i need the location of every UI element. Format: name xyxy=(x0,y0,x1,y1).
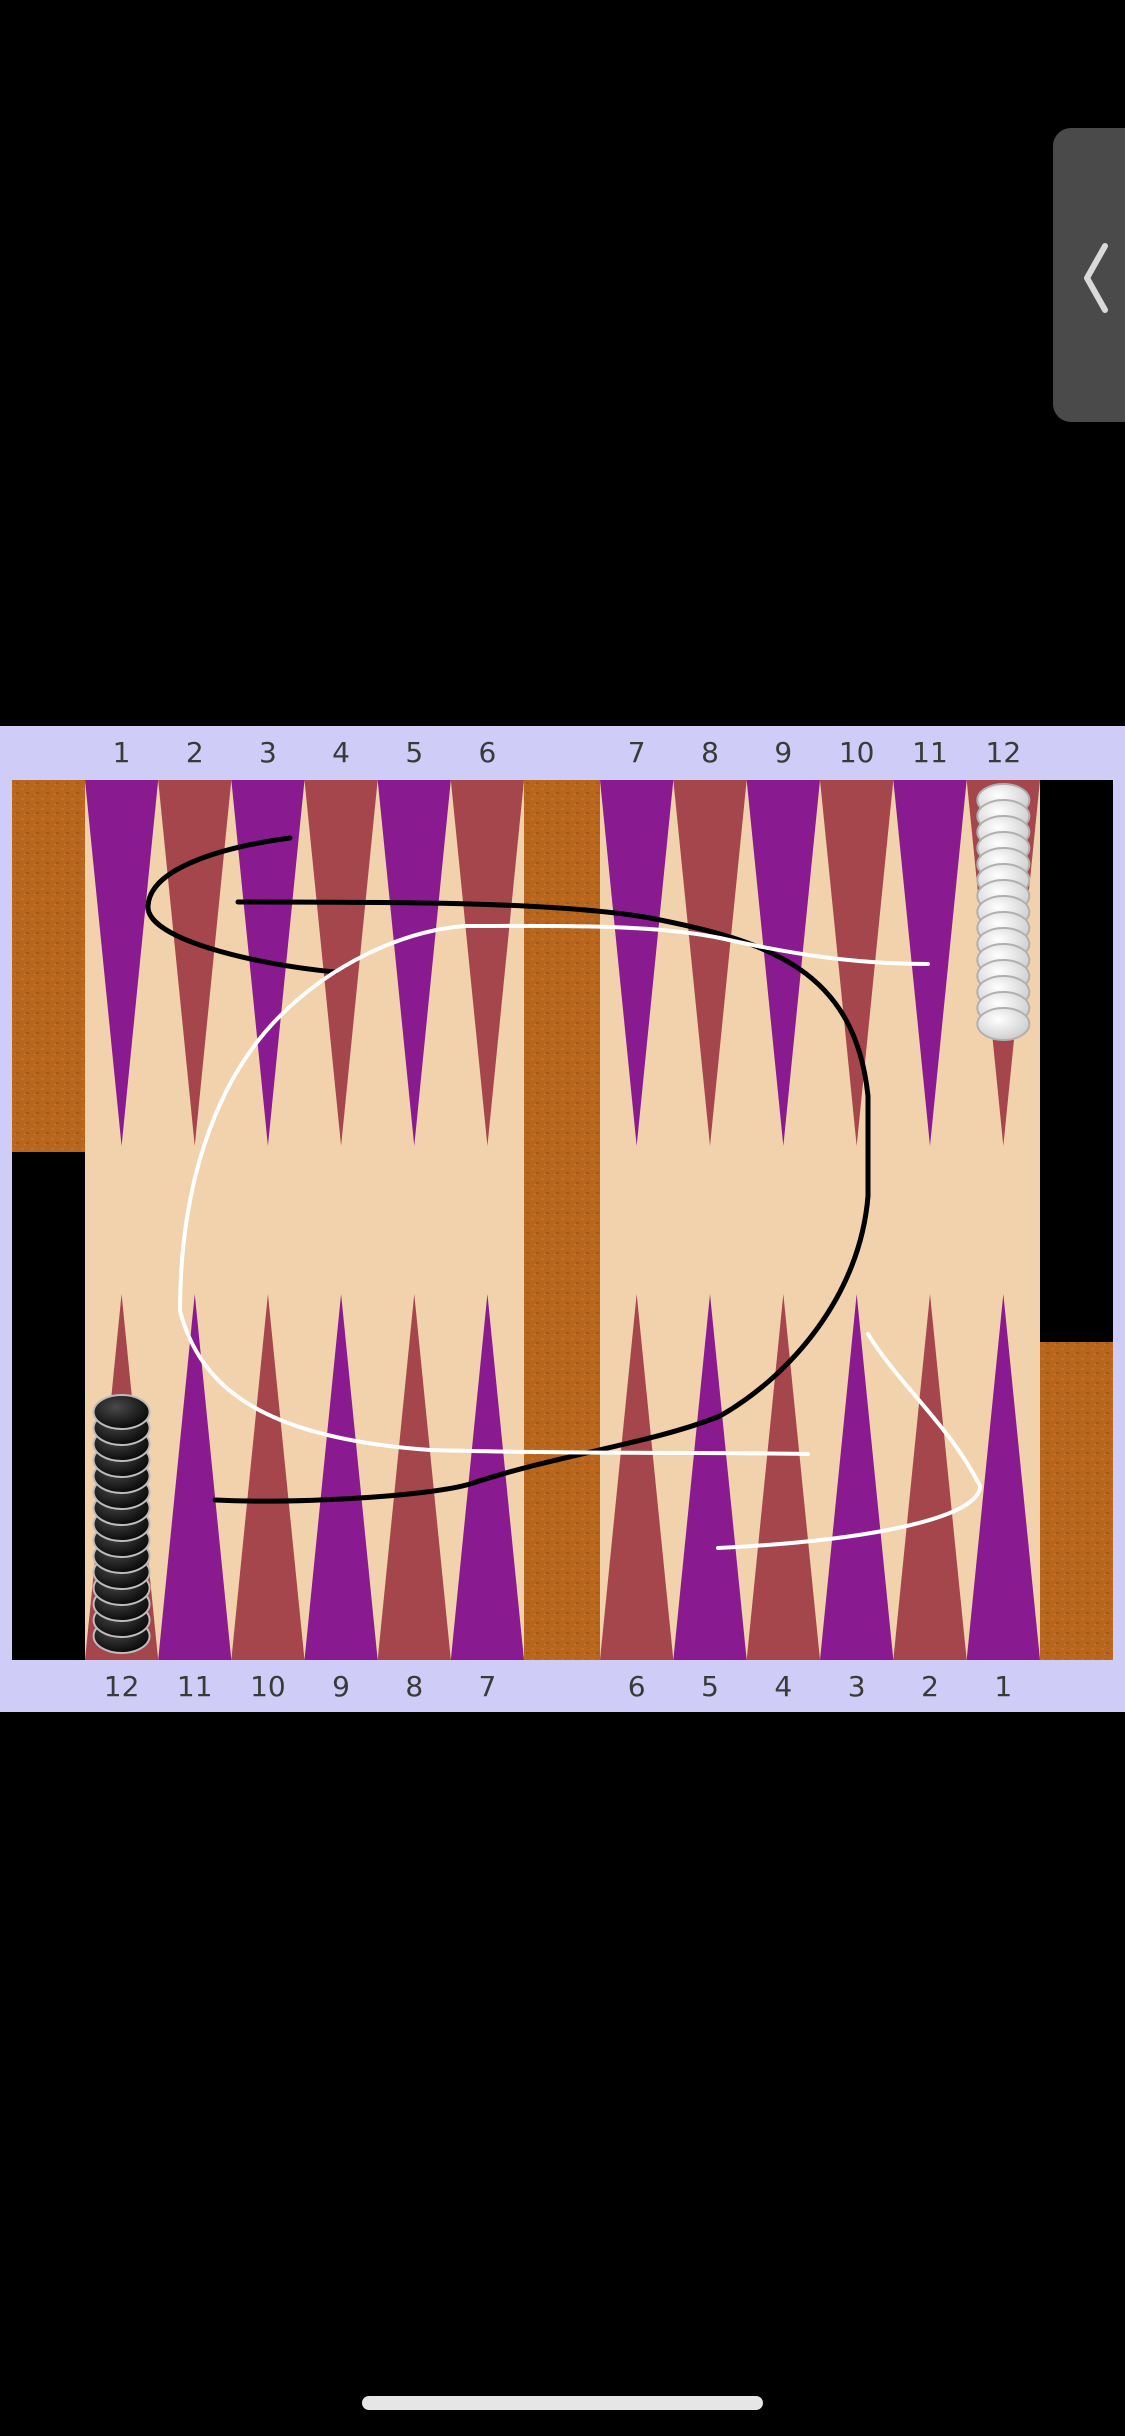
black-checker-stack[interactable] xyxy=(92,1394,151,1654)
top-point-label: 10 xyxy=(839,736,875,769)
bottom-point-3[interactable] xyxy=(820,1294,894,1660)
top-point-5[interactable] xyxy=(377,780,451,1146)
bottom-point-label: 5 xyxy=(701,1670,719,1703)
left-tray-top xyxy=(12,780,85,1152)
bottom-point-label: 7 xyxy=(479,1670,497,1703)
side-panel-tab[interactable] xyxy=(1053,128,1125,422)
right-tray-top xyxy=(1040,780,1113,1342)
top-point-8[interactable] xyxy=(673,780,747,1146)
bottom-point-1[interactable] xyxy=(966,1294,1040,1660)
top-point-9[interactable] xyxy=(746,780,820,1146)
points-layer xyxy=(85,780,1040,1660)
home-indicator[interactable] xyxy=(362,2396,763,2410)
white-checker[interactable] xyxy=(976,1007,1031,1041)
top-point-6[interactable] xyxy=(450,780,524,1146)
bottom-point-label: 12 xyxy=(104,1670,140,1703)
bottom-point-label: 6 xyxy=(628,1670,646,1703)
top-point-label: 3 xyxy=(259,736,277,769)
bottom-point-6[interactable] xyxy=(600,1294,674,1660)
bottom-point-label: 9 xyxy=(332,1670,350,1703)
chevron-left-icon xyxy=(1084,243,1108,313)
top-point-10[interactable] xyxy=(820,780,894,1146)
bottom-point-labels: 12 11 10 9 8 7 6 5 4 3 2 1 xyxy=(104,1670,1012,1703)
top-point-label: 1 xyxy=(113,736,131,769)
bottom-point-10[interactable] xyxy=(231,1294,305,1660)
top-point-labels: 1 2 3 4 5 6 7 8 9 10 11 12 xyxy=(113,736,1021,769)
left-tray-bottom xyxy=(12,1152,85,1660)
top-point-label: 2 xyxy=(186,736,204,769)
bottom-point-label: 8 xyxy=(405,1670,423,1703)
top-point-4[interactable] xyxy=(304,780,378,1146)
bottom-point-label: 1 xyxy=(994,1670,1012,1703)
bottom-point-label: 4 xyxy=(774,1670,792,1703)
backgammon-board[interactable]: 1 2 3 4 5 6 7 8 9 10 11 12 12 11 10 9 8 7 6 5 4 3 2 1 xyxy=(0,726,1125,1712)
bottom-point-4[interactable] xyxy=(746,1294,820,1660)
bottom-point-5[interactable] xyxy=(673,1294,747,1660)
bottom-point-11[interactable] xyxy=(158,1294,232,1660)
black-checker[interactable] xyxy=(92,1394,151,1430)
top-point-label: 4 xyxy=(332,736,350,769)
bottom-point-8[interactable] xyxy=(377,1294,451,1660)
top-point-label: 11 xyxy=(912,736,948,769)
top-point-label: 12 xyxy=(986,736,1022,769)
bottom-point-9[interactable] xyxy=(304,1294,378,1660)
top-point-label: 5 xyxy=(405,736,423,769)
right-tray-bottom xyxy=(1040,1342,1113,1660)
top-point-label: 6 xyxy=(479,736,497,769)
bottom-point-label: 10 xyxy=(250,1670,286,1703)
bottom-point-2[interactable] xyxy=(893,1294,967,1660)
bottom-point-label: 2 xyxy=(921,1670,939,1703)
top-point-11[interactable] xyxy=(893,780,967,1146)
top-point-7[interactable] xyxy=(600,780,674,1146)
bottom-point-label: 11 xyxy=(177,1670,213,1703)
top-point-label: 8 xyxy=(701,736,719,769)
black-movement-stroke xyxy=(145,835,871,1504)
board-canvas[interactable]: 1 2 3 4 5 6 7 8 9 10 11 12 12 11 10 9 8 7 6 5 4 3 2 1 xyxy=(0,726,1125,1712)
bottom-point-label: 3 xyxy=(848,1670,866,1703)
top-point-1[interactable] xyxy=(85,780,159,1146)
top-point-label: 9 xyxy=(774,736,792,769)
white-movement-stroke xyxy=(178,923,982,1550)
white-checker-stack[interactable] xyxy=(976,783,1031,1041)
top-point-label: 7 xyxy=(628,736,646,769)
